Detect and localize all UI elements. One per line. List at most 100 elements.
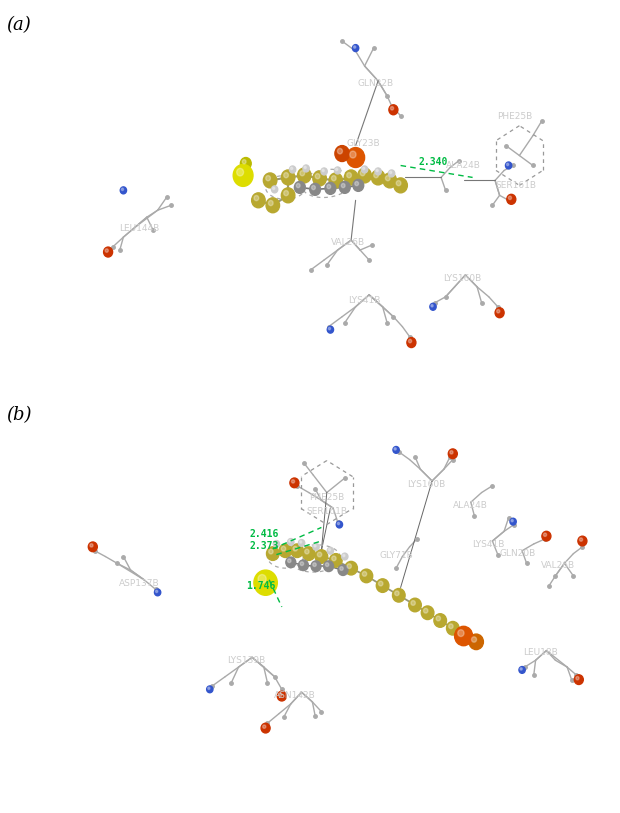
Circle shape [450,450,453,454]
Circle shape [508,196,512,199]
Circle shape [360,569,373,583]
Circle shape [279,544,291,558]
Circle shape [298,540,305,546]
Text: GLY71B: GLY71B [379,551,413,560]
Circle shape [311,561,321,572]
Circle shape [324,561,334,572]
Circle shape [395,591,399,596]
Circle shape [277,691,286,701]
Circle shape [327,326,334,333]
Circle shape [374,172,378,178]
Text: ALA24B: ALA24B [453,501,488,510]
Circle shape [334,167,341,174]
Circle shape [279,693,282,697]
Circle shape [350,151,356,158]
Text: SER161B: SER161B [306,506,347,515]
Circle shape [252,193,265,208]
Circle shape [393,446,399,454]
Circle shape [411,601,415,606]
Circle shape [258,575,266,584]
Circle shape [321,168,327,175]
Text: LEU18B: LEU18B [523,648,557,658]
Circle shape [360,171,365,176]
Circle shape [104,247,113,257]
Circle shape [263,725,266,728]
Circle shape [329,549,330,551]
Circle shape [580,538,583,541]
Circle shape [389,172,392,174]
Circle shape [242,159,246,163]
Circle shape [317,552,322,557]
Circle shape [327,185,330,189]
Text: GLN22B: GLN22B [357,79,394,88]
Circle shape [284,190,288,196]
Circle shape [315,550,328,563]
Circle shape [347,563,352,568]
Text: PHE25B: PHE25B [497,111,533,120]
Circle shape [298,168,311,183]
Circle shape [337,149,342,154]
Circle shape [304,550,309,554]
Circle shape [290,478,299,488]
Circle shape [290,166,296,173]
Text: (a): (a) [6,16,31,34]
Circle shape [329,173,342,188]
Circle shape [298,560,308,571]
Circle shape [347,172,352,178]
Circle shape [329,554,342,567]
Circle shape [254,570,277,595]
Circle shape [449,624,453,628]
Circle shape [347,148,365,167]
Text: ALA24B: ALA24B [446,162,480,171]
Circle shape [337,522,340,524]
Circle shape [446,621,459,635]
Circle shape [339,181,350,193]
Circle shape [156,590,157,593]
Circle shape [345,561,357,575]
Circle shape [273,541,280,547]
Circle shape [332,556,336,561]
Circle shape [261,724,270,733]
Circle shape [294,181,305,193]
Circle shape [310,184,321,195]
Text: GLY23B: GLY23B [347,138,380,148]
Circle shape [376,579,389,593]
Circle shape [510,518,516,525]
Circle shape [286,557,296,567]
Text: (b): (b) [6,406,32,424]
Circle shape [264,173,277,188]
Circle shape [519,667,525,673]
Circle shape [291,480,294,483]
Circle shape [392,589,405,602]
Circle shape [434,614,446,628]
Text: GLN20B: GLN20B [500,550,536,559]
Circle shape [326,563,329,567]
Text: LEU144B: LEU144B [120,224,160,233]
Circle shape [90,544,93,547]
Text: SER161B: SER161B [495,181,536,190]
Circle shape [362,572,366,576]
Circle shape [340,567,343,571]
Circle shape [409,339,412,343]
Circle shape [275,541,277,544]
Circle shape [342,553,348,560]
Text: LYS160B: LYS160B [407,480,445,489]
Circle shape [409,598,422,611]
Circle shape [300,171,304,176]
Circle shape [338,565,348,576]
Text: PHE25B: PHE25B [309,493,344,502]
Circle shape [431,305,433,307]
Circle shape [266,176,270,180]
Circle shape [313,543,319,550]
Circle shape [436,616,441,621]
Circle shape [208,687,210,689]
Circle shape [154,589,161,596]
Circle shape [329,328,330,330]
Circle shape [281,546,286,551]
Circle shape [313,171,326,186]
Text: 2.416: 2.416 [249,529,279,539]
Circle shape [353,46,356,48]
Text: 2.340: 2.340 [418,158,448,167]
Circle shape [358,168,371,183]
Circle shape [376,169,378,172]
